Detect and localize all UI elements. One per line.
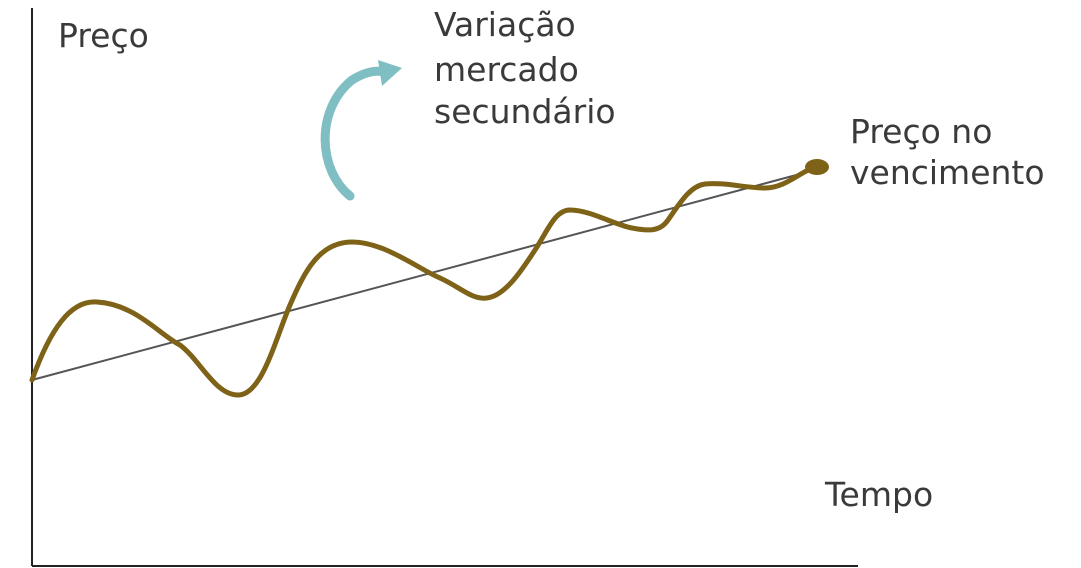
endpoint-line-1: Preço no	[850, 112, 992, 151]
maturity-point	[805, 159, 829, 175]
x-axis-label: Tempo	[824, 475, 933, 514]
endpoint-line-2: vencimento	[850, 153, 1045, 192]
trend-line	[31, 169, 816, 381]
annotation-line-2: mercado	[434, 50, 579, 89]
price-curve	[29, 164, 818, 398]
annotation-line-3: secundário	[434, 92, 616, 131]
y-axis-label: Preço	[58, 16, 149, 55]
annotation-line-1: Variação	[434, 5, 576, 44]
variation-arrow-icon	[320, 60, 402, 201]
